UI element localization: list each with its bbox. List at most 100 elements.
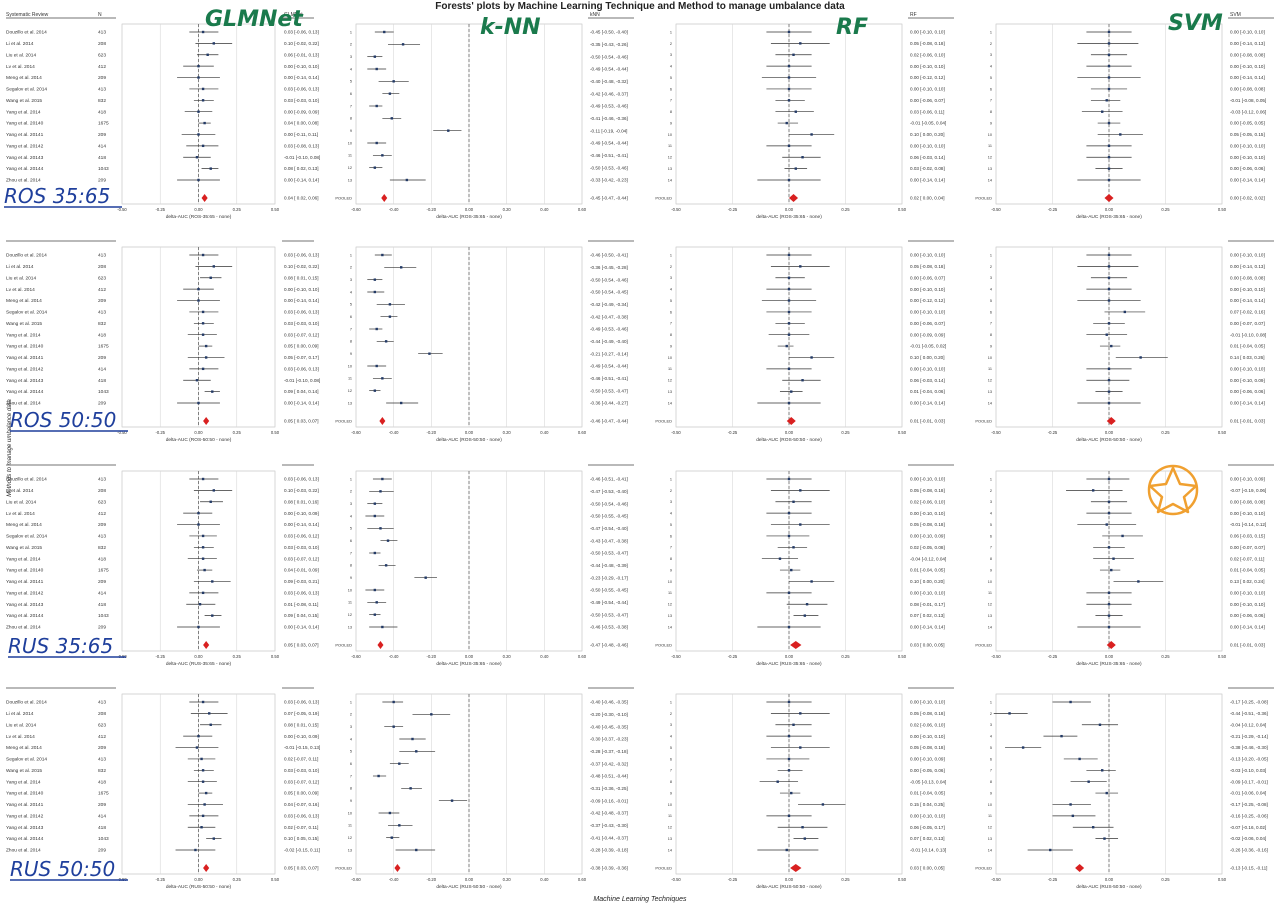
study-index: 9 [990,121,992,125]
point-estimate [373,290,377,294]
pooled-diamond [203,641,210,649]
study-name: Meng et al. 2014 [6,522,42,528]
study-n: 418 [98,378,106,384]
estimate-label: 0.00 [-0.07, 0.07] [1230,321,1265,326]
point-estimate [801,156,804,159]
point-estimate [201,310,205,314]
x-tick-label: 0.00 [465,654,474,659]
estimate-label: 0.00 [-0.10, 0.10] [1230,143,1265,148]
estimate-label: -0.50 [-0.55, -0.45] [590,514,628,519]
point-estimate [212,265,215,268]
estimate-label: -0.07 [-0.16, 0.02] [1230,825,1266,830]
x-axis-label: delta-AUC (RUS-35:65 - none) [1076,661,1142,667]
x-tick-label: -0.25 [1048,207,1058,212]
study-n: 412 [98,287,106,293]
point-estimate [787,144,791,148]
x-tick-label: 0.00 [194,207,203,212]
study-index: 10 [668,133,672,137]
study-index: 12 [668,156,672,160]
pooled-estimate-label: 0.03 [ 0.00, 0.05] [910,866,944,871]
estimate-label: -0.45 [-0.50, -0.40] [590,30,628,35]
point-estimate [209,167,212,170]
estimate-label: -0.23 [-0.29, -0.17] [590,575,628,580]
pooled-diamond [1075,864,1085,872]
study-index: 1 [350,477,352,481]
point-estimate [1101,769,1104,772]
pooled-diamond [790,641,802,649]
study-name: Yang et al. 20140 [6,121,44,127]
study-n: 414 [98,366,106,372]
estimate-label: 0.05 [-0.07, 0.17] [284,355,319,360]
study-index: 14 [988,625,992,629]
x-tick-label: 0.00 [465,430,474,435]
point-estimate [201,780,205,783]
point-estimate [197,178,200,182]
study-n: 414 [98,590,106,596]
estimate-label: -0.49 [-0.54, -0.44] [590,141,628,146]
study-index: 4 [350,290,352,294]
estimate-label: 0.00 [-0.14, 0.14] [284,625,319,630]
point-estimate [787,367,791,371]
point-estimate [810,133,813,136]
point-estimate [411,737,414,741]
point-estimate [1107,477,1111,481]
point-estimate [1107,64,1111,68]
estimate-label: 0.00 [-0.10, 0.10] [910,30,945,35]
point-estimate [790,791,793,795]
estimate-column-header: GLMNet [284,12,303,18]
x-tick-label: 0.25 [1161,654,1170,659]
x-tick-label: 0.20 [503,207,512,212]
study-name: Yang et al. 20144 [6,166,44,172]
estimate-label: 0.00 [-0.14, 0.14] [284,178,319,183]
x-tick-label: 0.50 [1218,877,1227,882]
point-estimate [803,614,807,617]
point-estimate [381,253,384,257]
point-estimate [799,712,802,715]
estimate-label: 0.00 [-0.10, 0.10] [1230,155,1265,160]
x-tick-label: 0.25 [233,207,242,212]
study-name: Wang et al. 2015 [6,98,42,104]
study-index: 12 [348,166,352,170]
estimate-label: -0.03 [-0.12, 0.06] [1230,109,1266,114]
estimate-label: 0.01 [-0.04, 0.05] [910,568,945,573]
x-tick-label: -0.50 [117,207,127,212]
study-name: Meng et al. 2014 [6,75,42,81]
forest-panel: -0.50 -0.25 0.00 0.25 0.50 delta-AUC (ROS-50:… [655,240,954,443]
estimate-label: 0.00 [-0.05, 0.06] [910,768,945,773]
study-index: 2 [670,712,672,716]
study-name: Yang et al. 20144 [6,613,44,619]
study-index: 5 [670,523,672,527]
study-name: Douzillo et al. 2014 [6,253,47,259]
study-index: 8 [350,340,352,344]
study-n: 1043 [98,613,109,619]
estimate-label: 0.00 [-0.14, 0.14] [910,178,945,183]
estimate-label: 0.03 [-0.06, 0.13] [284,30,319,35]
x-tick-label: 0.40 [540,654,549,659]
estimate-label: -0.37 [-0.42, -0.32] [590,761,628,766]
point-estimate [787,333,791,336]
point-estimate [794,110,797,113]
x-tick-label: -0.40 [389,207,399,212]
point-estimate [211,614,214,617]
estimate-label: 0.05 [-0.05, 0.15] [1230,132,1265,137]
technique-annotation: RF [836,15,868,40]
point-estimate [401,43,405,46]
study-index: 12 [668,826,672,830]
study-n: 418 [98,779,106,785]
study-n: 209 [98,625,106,631]
x-tick-label: 0.50 [898,207,907,212]
point-estimate [1107,367,1111,371]
point-estimate [1107,121,1111,125]
point-estimate [212,837,215,840]
estimate-label: -0.28 [-0.39, -0.18] [590,848,628,853]
estimate-label: -0.50 [-0.54, -0.45] [590,290,628,295]
study-index: 6 [990,757,992,761]
estimate-label: 0.02 [-0.05, 0.08] [910,545,945,550]
study-index: 7 [990,769,992,773]
study-index: 1 [350,30,352,34]
study-index: 7 [350,774,352,778]
study-n: 413 [98,30,106,36]
point-estimate [209,500,212,503]
estimate-label: 0.01 [-0.04, 0.05] [1230,568,1265,573]
